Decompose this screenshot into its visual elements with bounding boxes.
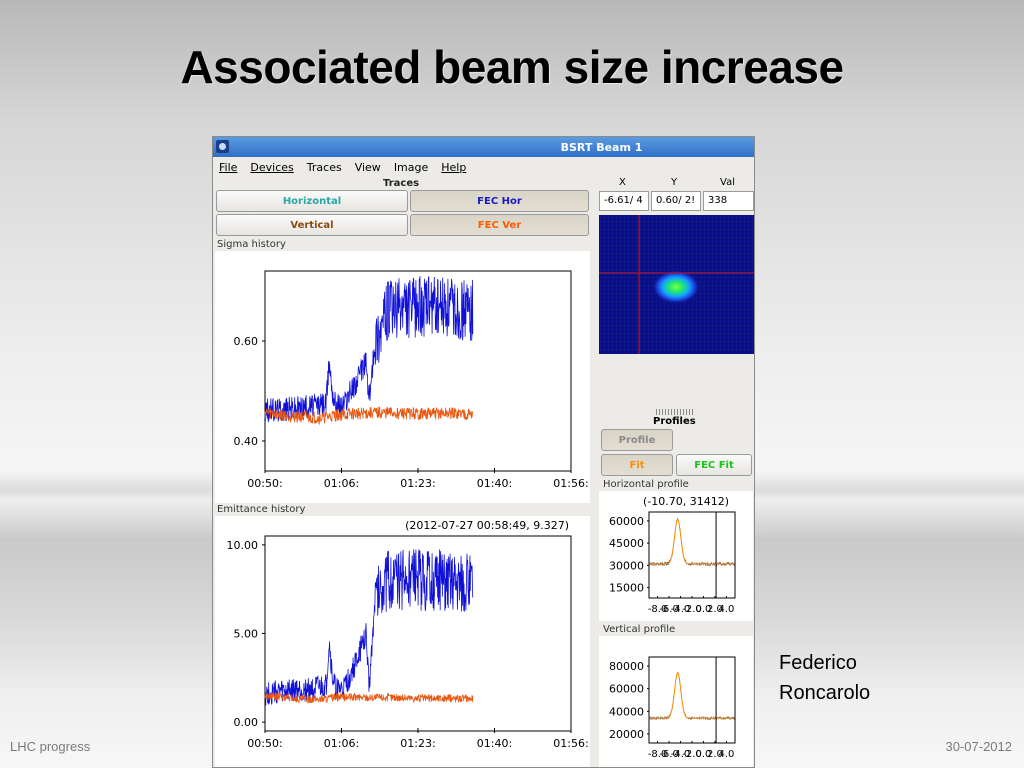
y-tick-label: 0.60 [234, 335, 259, 348]
x-tick-label: 0.0 [696, 749, 712, 760]
beam-spot [652, 270, 700, 304]
x-tick-label: 00:50: [247, 477, 282, 490]
horizontal-trace [264, 549, 474, 706]
vertical-trace [264, 691, 474, 704]
y-tick-label: 80000 [609, 660, 644, 673]
y-tick-label: 0.40 [234, 435, 259, 448]
fit-button[interactable]: Fit [601, 454, 673, 476]
x-tick-label: 4.0 [718, 749, 734, 760]
beam-image-svg [599, 215, 754, 354]
x-value-field[interactable]: -6.61/ 4 [599, 191, 649, 211]
y-tick-label: 60000 [609, 515, 644, 528]
profile-button[interactable]: Profile [601, 429, 673, 451]
author-last-name: Roncarolo [779, 682, 871, 704]
horizontal-button[interactable]: Horizontal [216, 190, 408, 212]
sigma-history-panel: 0.40 0.60 00:50: 01:06: 01:23: 01:40: 01:56: [215, 251, 590, 503]
fec-ver-button[interactable]: FEC Ver [410, 214, 589, 236]
author: Federico Roncarolo [779, 648, 870, 708]
vertical-trace [264, 406, 474, 426]
horizontal-profile-panel: 15000 30000 45000 60000 -8.0 -6.0 -4.0 -2.0 0.0 2… [599, 491, 753, 621]
app-icon[interactable] [216, 140, 229, 153]
emittance-history-label: Emittance history [217, 504, 306, 515]
menu-view[interactable]: View [354, 160, 381, 174]
horizontal-profile-chart: 15000 30000 45000 60000 -8.0-6.0-4.0-2.00.02… [609, 495, 736, 615]
slide-title: Associated beam size increase [180, 41, 844, 93]
menu-file[interactable]: File [219, 160, 238, 174]
val-label: Val [720, 177, 735, 188]
menu-bar: File Devices Traces View Image Help [213, 157, 754, 177]
y-tick-label: 20000 [609, 728, 644, 741]
y-tick-label: 30000 [609, 559, 644, 572]
y-tick-label: 45000 [609, 537, 644, 550]
y-tick-label: 5.00 [234, 628, 259, 641]
x-tick-label: -8.0 [648, 604, 668, 615]
horizontal-trace [264, 276, 474, 423]
menu-devices[interactable]: Devices [250, 160, 294, 174]
x-tick-label: -8.0 [648, 749, 668, 760]
x-tick-label: 01:23: [400, 477, 435, 490]
plot-frame [648, 511, 736, 599]
profile-fit [649, 672, 735, 719]
y-tick-label: 15000 [609, 582, 644, 595]
x-tick-label: 01:40: [477, 737, 512, 750]
traces-group-label: Traces [383, 178, 420, 189]
footer-date: 30-07-2012 [945, 739, 1013, 754]
menu-image[interactable]: Image [393, 160, 429, 174]
y-tick-label: 40000 [609, 705, 644, 718]
x-tick-label: -2.0 [682, 604, 702, 615]
x-tick-label: 01:56: [553, 737, 588, 750]
x-tick-label: 2.0 [707, 749, 723, 760]
y-tick-label: 60000 [609, 683, 644, 696]
plot-frame [648, 656, 736, 744]
x-tick-label: 00:50: [247, 737, 282, 750]
profiles-handle[interactable] [656, 409, 694, 415]
x-tick-label: -4.0 [671, 749, 691, 760]
window-title: BSRT Beam 1 [560, 141, 643, 154]
sigma-history-label: Sigma history [217, 239, 286, 250]
y-value-field[interactable]: 0.60/ 2! [651, 191, 701, 211]
profile-readout: (-10.70, 31412) [643, 495, 729, 508]
horizontal-profile-label: Horizontal profile [603, 479, 689, 490]
vertical-profile-panel: 20000 40000 60000 80000 -8.0 -6.0 -4.0 -2.0 0.0 2… [599, 636, 753, 767]
footer-left: LHC progress [10, 739, 91, 754]
sigma-history-chart: 0.40 0.60 00:50: 01:06: 01:23: 01:40: 01:56: [234, 270, 589, 490]
x-tick-label: -6.0 [659, 604, 679, 615]
y-tick-label: 10.00 [227, 539, 259, 552]
vertical-profile-chart: 20000 40000 60000 80000 -8.0-6.0-4.0-2.00.02… [609, 656, 736, 760]
author-first-name: Federico [779, 652, 857, 674]
x-label: X [619, 177, 626, 188]
emittance-history-chart: 0.00 5.00 10.00 00:50: 01:06: 01:23: 01:40: 01:… [227, 519, 589, 750]
beam-image[interactable] [599, 215, 754, 354]
x-tick-label: -2.0 [682, 749, 702, 760]
profile-fit [649, 518, 735, 565]
x-tick-label: 01:56: [553, 477, 588, 490]
x-tick-label: 01:06: [324, 477, 359, 490]
profiles-group-label: Profiles [653, 416, 696, 427]
x-tick-label: -6.0 [659, 749, 679, 760]
plot-frame [264, 270, 572, 472]
window-titlebar[interactable]: BSRT Beam 1 [213, 137, 754, 157]
x-tick-label: 01:06: [324, 737, 359, 750]
bsrt-window: BSRT Beam 1 File Devices Traces View Ima… [212, 136, 755, 768]
y-label: Y [671, 177, 678, 188]
menu-help[interactable]: Help [441, 160, 467, 174]
vertical-profile-label: Vertical profile [603, 624, 676, 635]
x-tick-label: 2.0 [707, 604, 723, 615]
cursor-readout: (2012-07-27 00:58:49, 9.327) [405, 519, 569, 532]
x-tick-label: 0.0 [696, 604, 712, 615]
fec-hor-button[interactable]: FEC Hor [410, 190, 589, 212]
y-tick-label: 0.00 [234, 716, 259, 729]
emittance-history-panel: 0.00 5.00 10.00 00:50: 01:06: 01:23: 01:40: 01:… [215, 516, 590, 767]
x-tick-label: 4.0 [718, 604, 734, 615]
x-tick-label: 01:23: [400, 737, 435, 750]
x-tick-label: 01:40: [477, 477, 512, 490]
x-tick-label: -4.0 [671, 604, 691, 615]
vertical-button[interactable]: Vertical [216, 214, 408, 236]
menu-traces[interactable]: Traces [306, 160, 342, 174]
val-value-field[interactable]: 338 [703, 191, 754, 211]
fec-fit-button[interactable]: FEC Fit [676, 454, 752, 476]
